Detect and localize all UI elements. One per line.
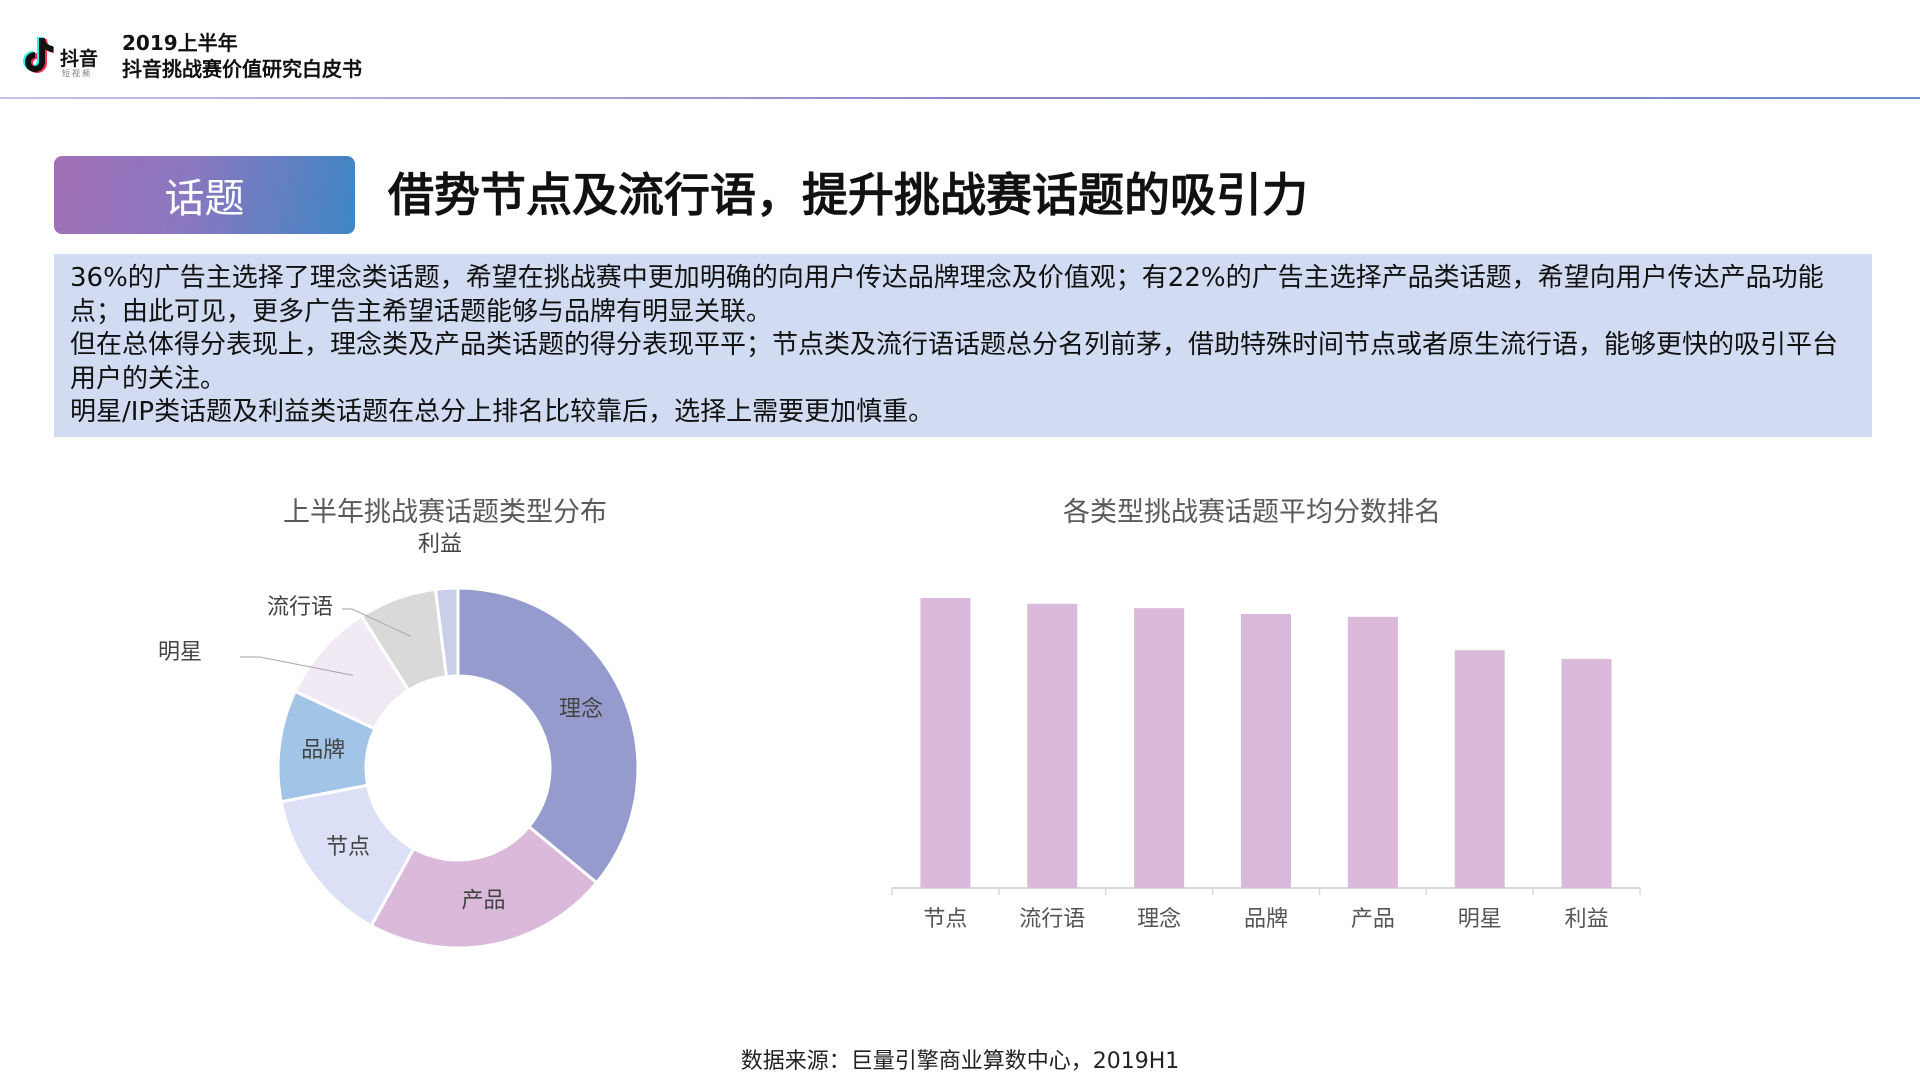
report-title-line2: 抖音挑战赛价值研究白皮书 [122, 57, 362, 81]
pie-leader-line-5 [342, 608, 411, 637]
bar-6 [1561, 658, 1612, 888]
summary-box: 36%的广告主选择了理念类话题，希望在挑战赛中更加明确的向用户传达品牌理念及价值… [54, 254, 1872, 437]
bar-2 [1134, 608, 1185, 888]
bar-4 [1347, 616, 1398, 888]
bar-3 [1241, 613, 1291, 888]
bar-label-4: 产品 [1351, 907, 1395, 932]
bar-5 [1454, 650, 1505, 888]
summary-paragraph-1: 36%的广告主选择了理念类话题，希望在挑战赛中更加明确的向用户传达品牌理念及价值… [70, 263, 1824, 327]
pie-label-1: 产品 [461, 889, 505, 914]
bar-label-6: 利益 [1565, 907, 1609, 932]
bar-label-0: 节点 [923, 907, 967, 932]
pie-label-5: 流行语 [267, 595, 333, 620]
bar-0 [920, 598, 971, 888]
pie-chart-title: 上半年挑战赛话题类型分布 [283, 497, 607, 528]
music-note-icon [23, 37, 54, 73]
bar-label-3: 品牌 [1244, 907, 1288, 932]
report-title: 2019上半年 抖音挑战赛价值研究白皮书 [122, 30, 362, 82]
pie-label-0: 理念 [559, 697, 603, 722]
bar-label-2: 理念 [1137, 907, 1181, 932]
header-divider [0, 97, 1920, 99]
logo-word: 抖音 [60, 48, 99, 70]
pie-leader-line-4 [240, 656, 354, 676]
summary-paragraph-3: 明星/IP类话题及利益类话题在总分上排名比较靠后，选择上需要更加慎重。 [70, 397, 935, 427]
topic-tag: 话题 [54, 156, 355, 234]
page-header: 抖音 短视频 2019上半年 抖音挑战赛价值研究白皮书 [0, 0, 1920, 99]
bar-1 [1027, 603, 1078, 888]
section-heading: 借势节点及流行语，提升挑战赛话题的吸引力 [388, 168, 1308, 222]
pie-label-3: 品牌 [301, 738, 345, 763]
pie-label-2: 节点 [326, 835, 370, 860]
bar-chart-title: 各类型挑战赛话题平均分数排名 [1063, 497, 1441, 528]
pie-slice-6 [433, 586, 460, 679]
bar-chart: 节点 流行语 理念 品牌 产品 明星 利益 [891, 598, 1641, 932]
pie-label-6: 利益 [418, 532, 462, 557]
data-source: 数据来源：巨量引擎商业算数中心，2019H1 [740, 1049, 1180, 1074]
pie-slice-1 [369, 824, 599, 950]
report-title-line1: 2019上半年 [122, 31, 238, 55]
douyin-logo: 抖音 短视频 [18, 34, 108, 82]
pie-slice-0 [456, 586, 640, 885]
pie-label-4: 明星 [158, 640, 202, 665]
bar-label-1: 流行语 [1019, 907, 1085, 932]
bar-label-5: 明星 [1458, 907, 1502, 932]
summary-paragraph-2: 但在总体得分表现上，理念类及产品类话题的得分表现平平；节点类及流行语话题总分名列… [70, 330, 1839, 394]
logo-subtext: 短视频 [62, 69, 92, 78]
